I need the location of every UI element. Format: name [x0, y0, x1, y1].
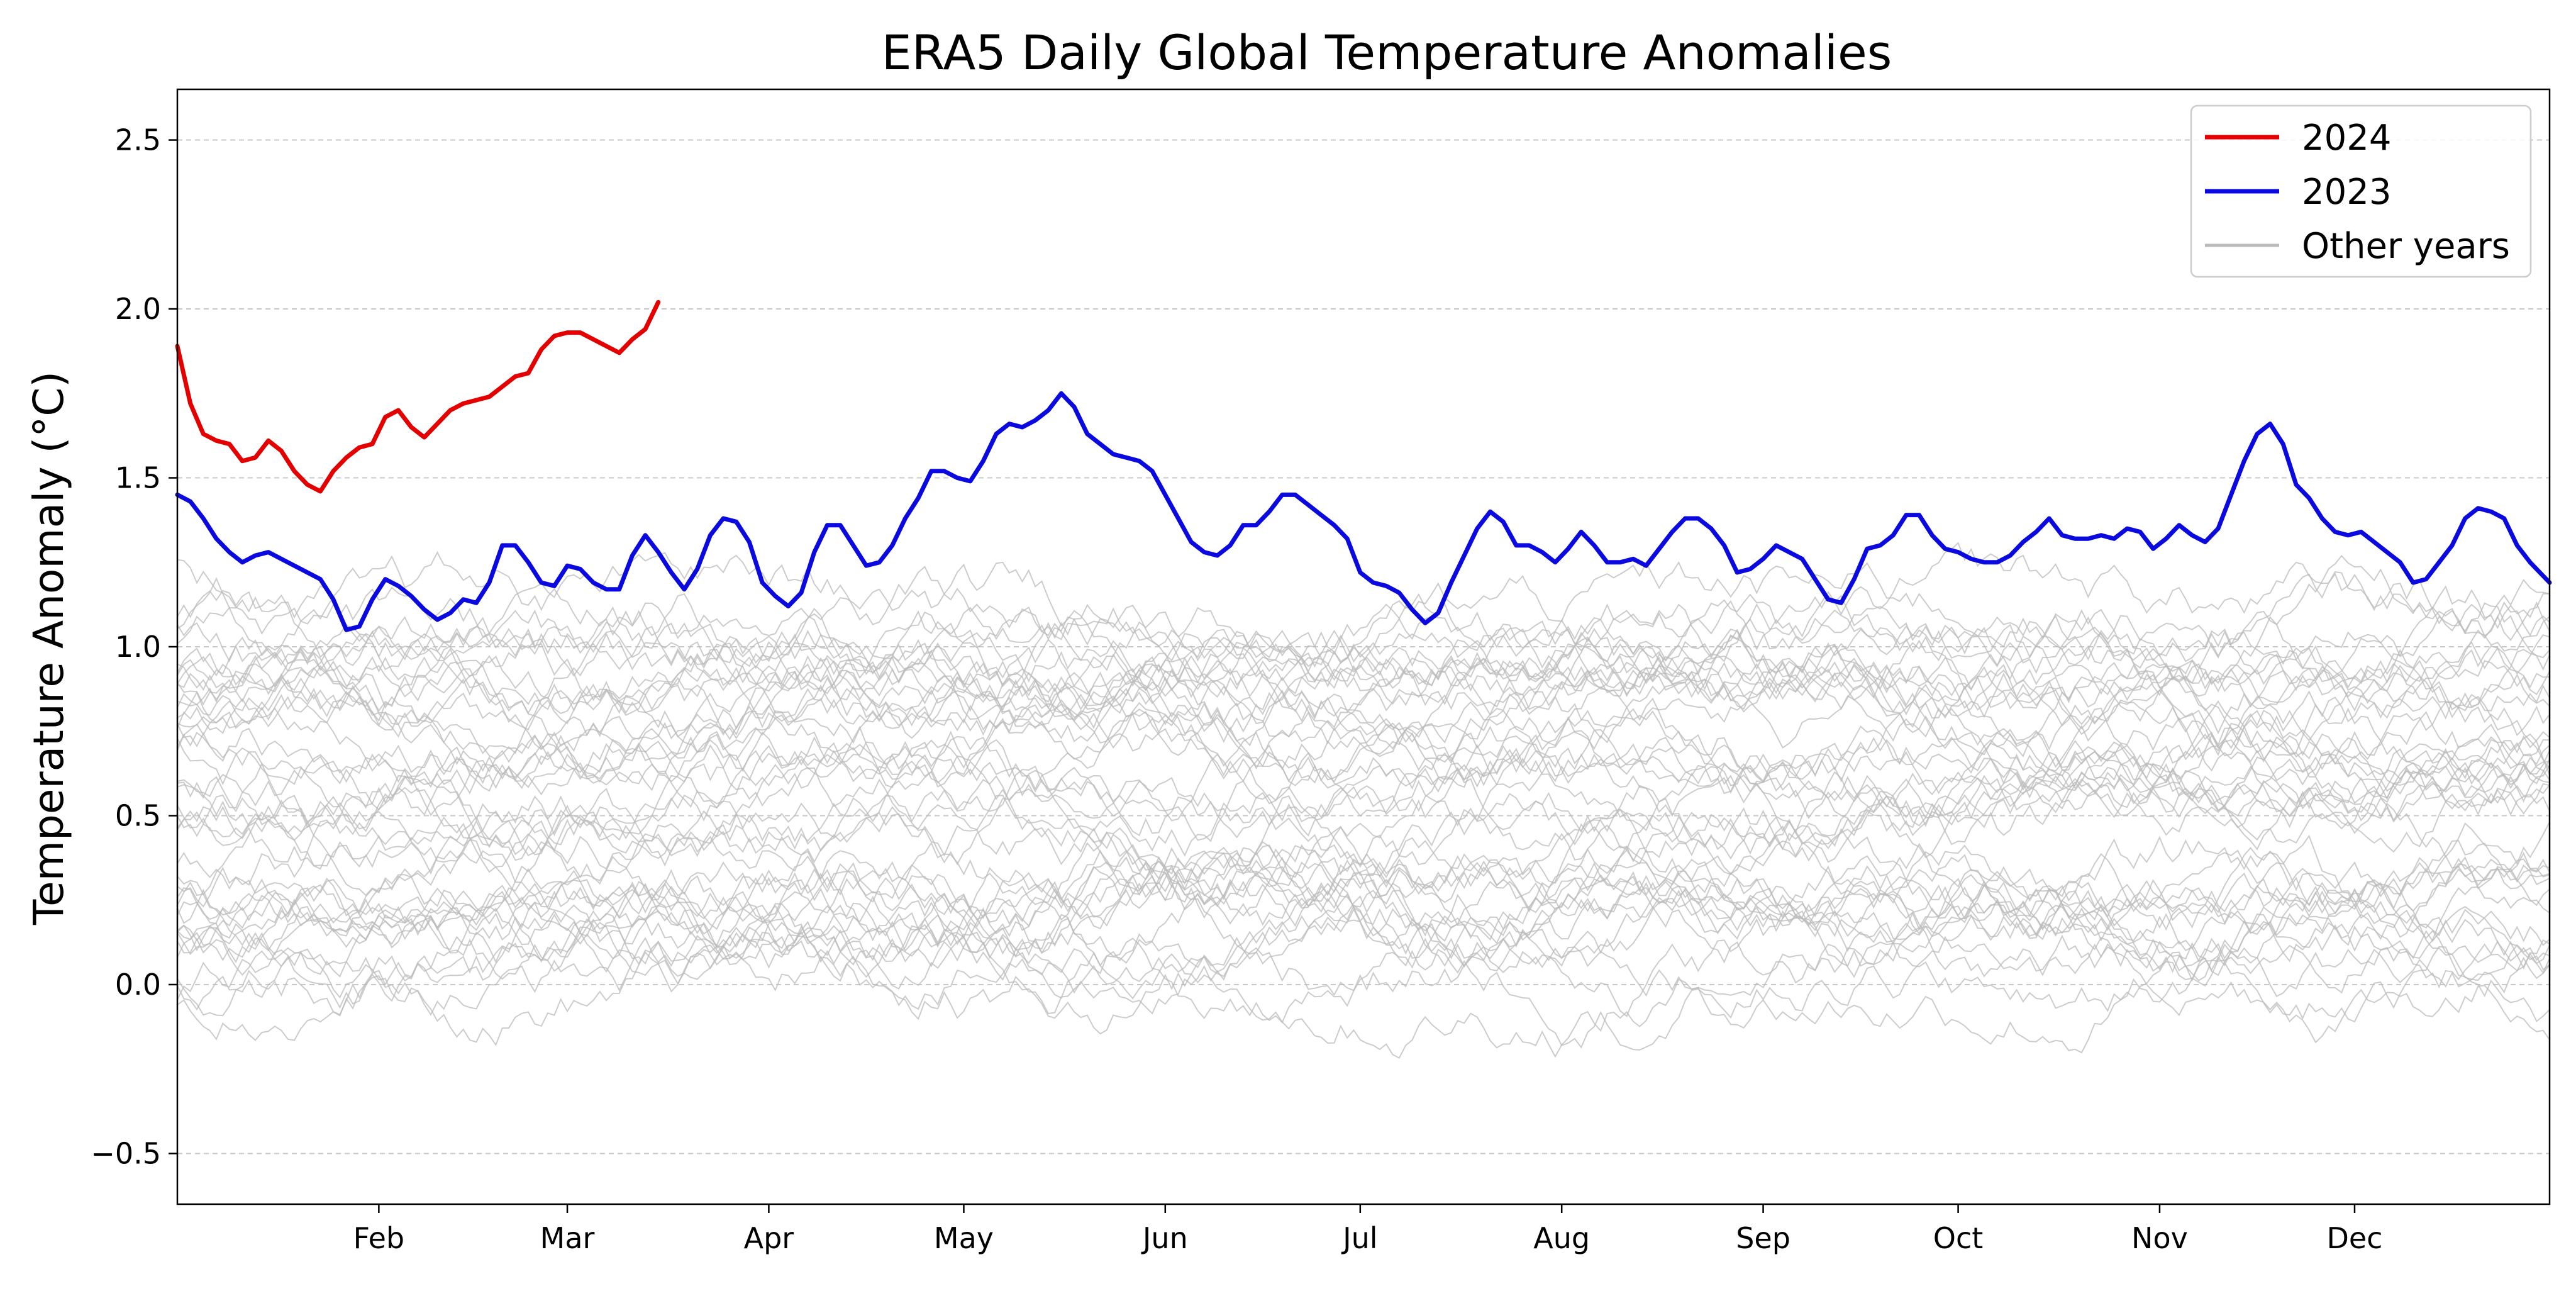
other-year-line: [177, 554, 2550, 743]
other-year-line: [177, 856, 2550, 997]
y-tick-label: 1.5: [115, 461, 161, 495]
other-year-line: [177, 739, 2550, 851]
other-year-line: [177, 857, 2550, 1012]
x-tick-label: Jun: [1141, 1221, 1188, 1255]
other-year-line: [177, 827, 2550, 966]
other-year-line: [177, 750, 2550, 931]
x-tick-label: Nov: [2131, 1221, 2188, 1255]
legend-label: 2023: [2302, 172, 2392, 213]
other-year-line: [177, 839, 2550, 945]
x-tick-label: Apr: [744, 1221, 794, 1255]
other-year-line: [177, 847, 2550, 1051]
x-tick-label: Sep: [1736, 1221, 1790, 1255]
other-year-line: [177, 697, 2550, 841]
chart-title: ERA5 Daily Global Temperature Anomalies: [882, 25, 1892, 81]
x-tick-label: Oct: [1933, 1221, 1984, 1255]
highlight-series-lines: [175, 299, 2552, 632]
other-year-line: [177, 876, 2550, 1041]
legend-label: Other years: [2302, 226, 2510, 267]
other-year-line: [177, 590, 2550, 780]
other-year-line: [177, 725, 2550, 853]
x-tick-label: Mar: [540, 1221, 595, 1255]
other-year-line: [177, 552, 2550, 680]
x-tick-label: May: [934, 1221, 994, 1255]
y-tick-label: 0.5: [115, 798, 161, 832]
y-tick-label: −0.5: [91, 1136, 161, 1170]
other-year-line: [177, 834, 2550, 1009]
y-tick-label: 0.0: [115, 968, 161, 1002]
other-year-line: [177, 847, 2550, 1046]
other-year-line: [177, 688, 2550, 832]
other-year-line: [177, 670, 2550, 817]
y-tick-label: 1.0: [115, 630, 161, 664]
other-year-line: [177, 608, 2550, 747]
series-line-2023: [175, 391, 2552, 632]
other-year-line: [177, 725, 2550, 873]
other-year-line: [177, 700, 2550, 854]
y-tick-label: 2.0: [115, 292, 161, 326]
legend-box: [2190, 104, 2532, 278]
other-year-line: [177, 755, 2550, 915]
other-year-line: [177, 542, 2550, 712]
y-tick-label: 2.5: [115, 123, 161, 157]
grid-layer: [177, 139, 2550, 1154]
other-year-line: [177, 844, 2550, 961]
other-year-line: [177, 593, 2550, 752]
y-axis-label: Temperature Anomaly (°C): [25, 371, 73, 925]
legend-label: 2024: [2302, 118, 2392, 159]
other-year-line: [177, 561, 2550, 707]
x-tick-label: Feb: [353, 1221, 404, 1255]
other-year-line: [177, 579, 2550, 738]
other-year-line: [177, 551, 2550, 720]
axis-ticks-and-labels: −0.5 0.0 0.5 1.0 1.5 2.0 2.5 Feb Mar Apr May Jun Jul…: [91, 123, 2382, 1255]
other-year-line: [177, 662, 2550, 795]
x-tick-label: Jul: [1341, 1221, 1378, 1255]
other-year-line: [177, 602, 2550, 742]
other-years-lines: [177, 542, 2550, 1059]
x-tick-label: Dec: [2326, 1221, 2382, 1255]
x-tick-label: Aug: [1533, 1221, 1590, 1255]
other-year-line: [177, 906, 2550, 1059]
other-year-line: [177, 638, 2550, 793]
legend: 2024 2023 Other years: [2190, 104, 2532, 278]
other-year-line: [177, 887, 2550, 1023]
other-year-line: [177, 758, 2550, 914]
other-year-line: [177, 880, 2550, 1044]
series-line-2024: [175, 299, 661, 494]
other-year-line: [177, 657, 2550, 783]
